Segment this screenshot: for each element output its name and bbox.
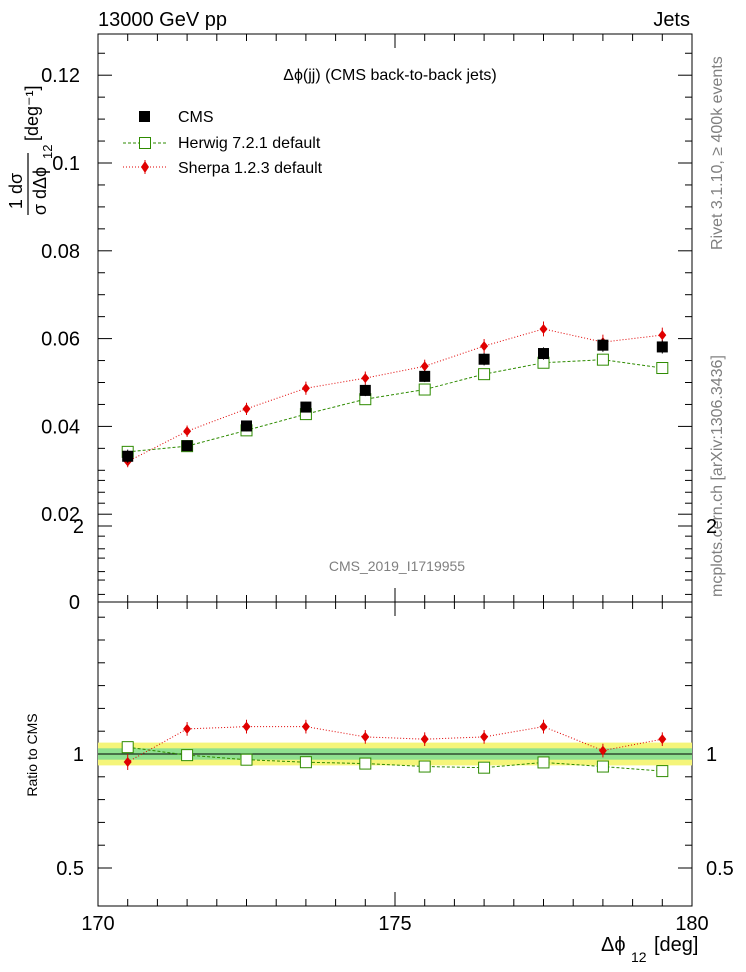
cms-point — [538, 348, 549, 360]
ratio-sherpa-point — [123, 756, 132, 767]
legend-item-herwig: Herwig 7.2.1 default — [123, 135, 321, 152]
y-tick-label: 0.04 — [41, 416, 80, 438]
y-tick-label: 0.08 — [41, 241, 80, 263]
ratio-herwig-point — [418, 760, 431, 773]
side-text-top: Rivet 3.1.10, ≥ 400k events — [709, 56, 726, 250]
legend-marker-cms — [139, 111, 150, 122]
ratio-herwig-line — [127, 746, 663, 772]
ratio-herwig-point — [240, 753, 253, 766]
cms-point — [478, 353, 490, 365]
ratio-sherpa-line — [127, 726, 663, 763]
legend-label-sherpa: Sherpa 1.2.3 default — [178, 160, 323, 177]
cms-point — [241, 420, 252, 432]
ratio-herwig-point — [537, 756, 550, 769]
header-left: 13000 GeV pp — [98, 9, 227, 31]
cms-point — [597, 339, 609, 351]
cms-point — [122, 450, 134, 462]
sherpa-point — [420, 361, 429, 372]
ratio-sherpa-point — [183, 723, 192, 734]
header-right: Jets — [653, 9, 690, 31]
ratio-sherpa-point — [480, 731, 489, 742]
ratio-panel: 0.5 0.51 12 2 170 175 180 Ratio to CMS Δϕ 12 … — [24, 479, 734, 965]
x-axis-label: Δϕ 12 [deg] — [601, 934, 698, 965]
ratio-sherpa-point — [301, 721, 310, 732]
main-y-axis: 0 0.02 0.04 0.06 0.08 0.1 0.12 — [41, 52, 692, 614]
cms-point — [419, 370, 431, 382]
ratio-herwig-point — [181, 749, 194, 762]
ratio-sherpa-point — [420, 734, 429, 745]
watermark: CMS_2019_I1719955 — [329, 558, 465, 574]
cms-point — [656, 341, 668, 353]
sherpa-point — [301, 383, 310, 394]
herwig-point — [596, 353, 609, 366]
cms-point — [181, 440, 193, 452]
main-y-label: 1 dσ σ dΔϕ 12 [deg⁻¹] — [6, 85, 55, 215]
legend-item-sherpa: Sherpa 1.2.3 default — [123, 160, 323, 177]
ratio-herwig-point — [359, 757, 372, 770]
y-tick-label: 0.02 — [41, 504, 80, 526]
ratio-herwig-point — [478, 761, 491, 774]
herwig-point — [478, 368, 491, 381]
herwig-point — [656, 362, 669, 375]
ratio-herwig-point — [299, 756, 312, 769]
herwig-point — [418, 383, 431, 396]
main-x-ticks — [97, 34, 693, 602]
sherpa-point — [361, 373, 370, 384]
ratio-sherpa-point — [539, 721, 548, 732]
ratio-sherpa-point — [658, 734, 667, 745]
cms-point — [359, 384, 371, 396]
ratio-herwig-point — [656, 765, 669, 778]
ratio-x-axis: 170 175 180 — [81, 602, 709, 935]
x-label-unit: [deg] — [654, 934, 698, 956]
legend-label-herwig: Herwig 7.2.1 default — [178, 135, 321, 152]
x-tick-label: 170 — [81, 913, 114, 935]
y-tick-label: 0 — [69, 592, 80, 614]
main-panel: 0 0.02 0.04 0.06 0.08 0.1 0.12 Δϕ(jj) (CMS bac… — [6, 33, 693, 614]
side-text-bottom: mcplots.cern.ch [arXiv:1306.3436] — [709, 355, 726, 597]
ratio-y-tick-label-right: 2 — [706, 516, 717, 538]
legend-item-cms: CMS — [139, 109, 214, 126]
ratio-y-tick-label-right: 1 — [706, 744, 717, 766]
herwig-line — [127, 359, 663, 453]
y-tick-label: 0.06 — [41, 329, 80, 351]
legend-label-cms: CMS — [178, 109, 214, 126]
sherpa-point — [480, 341, 489, 352]
ratio-sherpa-point — [361, 731, 370, 742]
ratio-series — [121, 719, 669, 778]
y-label-denominator: σ dΔϕ — [30, 167, 50, 215]
ratio-y-tick-label: 2 — [73, 516, 84, 538]
ratio-y-tick-label: 1 — [73, 744, 84, 766]
ratio-herwig-point — [121, 741, 134, 754]
cms-point — [300, 401, 312, 413]
ratio-herwig-point — [596, 760, 609, 773]
main-series — [121, 321, 669, 468]
sherpa-point — [242, 403, 251, 414]
sherpa-point — [183, 426, 192, 437]
x-label-subscript: 12 — [631, 949, 647, 965]
y-tick-label: 0.12 — [41, 65, 80, 87]
sherpa-point — [658, 330, 667, 341]
ratio-y-tick-label-right: 0.5 — [706, 858, 734, 880]
legend-marker-herwig — [139, 137, 151, 149]
y-tick-label: 0.1 — [52, 153, 80, 175]
y-label-numerator: 1 dσ — [6, 173, 26, 209]
ratio-y-tick-label: 0.5 — [56, 858, 84, 880]
ratio-sherpa-point — [598, 745, 607, 756]
sherpa-line — [127, 328, 663, 462]
legend: CMS Herwig 7.2.1 default Sherpa 1.2.3 de… — [123, 109, 323, 177]
x-label-main: Δϕ — [601, 934, 626, 956]
y-label-unit: [deg⁻¹] — [22, 85, 42, 141]
legend-marker-sherpa — [141, 161, 149, 173]
sherpa-point — [539, 323, 548, 334]
x-tick-label: 175 — [378, 913, 411, 935]
ratio-y-label: Ratio to CMS — [24, 713, 40, 796]
y-label-subscript: 12 — [40, 145, 55, 159]
ratio-y-axis: 0.5 0.5 1 1 2 2 — [56, 479, 734, 880]
x-tick-label: 180 — [675, 913, 708, 935]
ratio-sherpa-point — [242, 721, 251, 732]
chart-title: Δϕ(jj) (CMS back-to-back jets) — [283, 67, 496, 84]
